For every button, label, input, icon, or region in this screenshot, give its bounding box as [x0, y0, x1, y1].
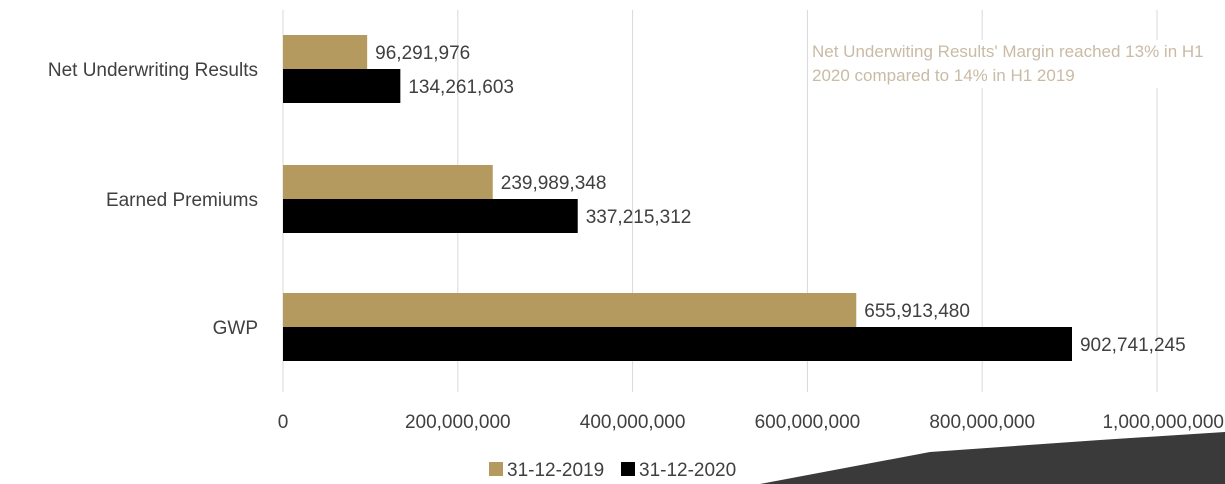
- data-labels: 96,291,976 134,261,603 239,989,348 337,215,…: [375, 43, 1186, 356]
- x-tick-label: 800,000,000: [929, 412, 1035, 433]
- legend-swatch: [489, 462, 503, 476]
- data-label: 96,291,976: [375, 43, 470, 64]
- bar: [283, 199, 578, 233]
- decorative-corner-shape: [760, 432, 1225, 484]
- bar: [283, 165, 493, 199]
- legend-label: 31-12-2019: [507, 460, 604, 481]
- data-label: 134,261,603: [408, 77, 514, 98]
- x-axis-ticks: 0 200,000,000 400,000,000 600,000,000 800,00…: [278, 412, 1224, 433]
- data-label: 239,989,348: [501, 173, 607, 194]
- category-label: Net Underwriting Results: [48, 60, 258, 81]
- bar: [283, 69, 401, 103]
- x-tick-label: 1,000,000,000: [1102, 412, 1224, 433]
- category-label: GWP: [213, 318, 258, 339]
- legend-label: 31-12-2020: [639, 460, 736, 481]
- data-label: 337,215,312: [586, 207, 692, 228]
- x-tick-label: 400,000,000: [580, 412, 686, 433]
- x-tick-label: 0: [278, 412, 289, 433]
- x-tick-label: 600,000,000: [755, 412, 861, 433]
- bars: [283, 35, 1072, 361]
- bar: [283, 35, 368, 69]
- margin-annotation: Net Underwiting Results' Margin reached …: [810, 40, 1212, 88]
- bar: [283, 327, 1072, 361]
- x-tick-label: 200,000,000: [405, 412, 511, 433]
- data-label: 902,741,245: [1080, 335, 1186, 356]
- data-label: 655,913,480: [864, 301, 970, 322]
- legend-swatch: [621, 462, 635, 476]
- category-label: Earned Premiums: [106, 190, 258, 211]
- category-labels: Net Underwriting Results Earned Premiums G…: [48, 60, 258, 339]
- legend: 31-12-2019 31-12-2020: [489, 460, 736, 481]
- bar: [283, 293, 857, 327]
